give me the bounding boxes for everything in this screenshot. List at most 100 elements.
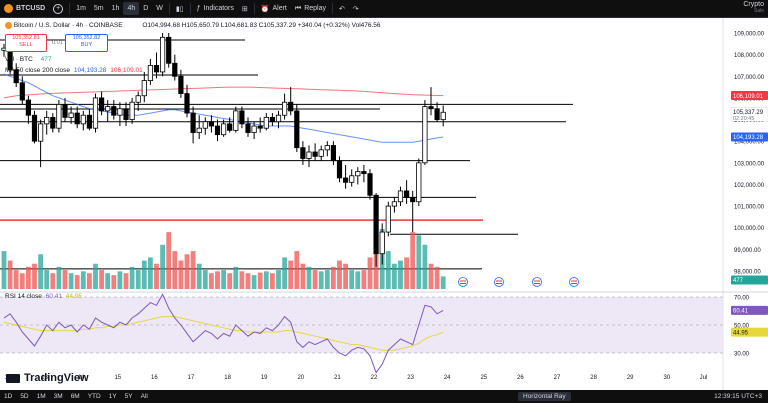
us-flag-icon bbox=[569, 277, 579, 287]
ma-legend: MA 50 close 200 close 104,193.28 106,109… bbox=[5, 67, 143, 74]
active-tool-label[interactable]: Horizontal Ray bbox=[518, 392, 571, 401]
last-price-tag: 105,337.29 bbox=[733, 110, 764, 116]
sell-label: SELL bbox=[19, 42, 33, 48]
indicators-icon: ƒ bbox=[196, 5, 201, 12]
bottom-toolbar: 1D 5D 1M 3M 6M YTD 1Y 5Y All Horizontal … bbox=[0, 390, 768, 403]
ma50-legend-value: 104,193.28 bbox=[73, 67, 107, 74]
candle-body bbox=[245, 123, 251, 133]
clock-timezone[interactable]: 12:39:15 UTC+3 bbox=[714, 393, 762, 400]
range-1m[interactable]: 1M bbox=[36, 393, 46, 400]
rsi-ma-legend-value: 44.95 bbox=[65, 293, 83, 300]
candle-body bbox=[50, 116, 56, 129]
candle-body bbox=[214, 125, 221, 136]
rsi-legend-value: 60.41 bbox=[45, 293, 62, 300]
candle-body bbox=[19, 82, 25, 101]
volume-bar bbox=[312, 270, 318, 289]
range-5d[interactable]: 5D bbox=[20, 393, 29, 400]
replay-icon: ⏮ bbox=[294, 4, 302, 12]
templates-button[interactable]: ⊞ bbox=[238, 0, 252, 17]
chart-type-button[interactable]: ▮▯ bbox=[172, 0, 188, 17]
candle-body bbox=[86, 114, 92, 129]
rsi-ma-tag: 44.95 bbox=[733, 330, 749, 336]
grid-icon: ⊞ bbox=[241, 5, 248, 13]
btc-legend-icon bbox=[5, 22, 12, 29]
redo-button[interactable]: ↷ bbox=[349, 0, 363, 17]
volume-bar bbox=[209, 273, 214, 289]
volume-legend-label: Vol · BTC bbox=[5, 56, 33, 63]
candle-body bbox=[397, 190, 404, 203]
candle-body bbox=[263, 116, 269, 129]
price-tick-label: 107,000.00 bbox=[734, 75, 765, 81]
symbol-search[interactable]: BTCUSD bbox=[0, 0, 49, 17]
chart-canvas[interactable]: 109,000.00108,000.00107,000.00106,000.00… bbox=[0, 18, 768, 390]
timeframe-5m[interactable]: 5m bbox=[93, 5, 104, 12]
volume-bar bbox=[105, 273, 111, 289]
range-ytd[interactable]: YTD bbox=[87, 393, 101, 400]
volume-bar bbox=[56, 266, 62, 289]
candle-body bbox=[422, 106, 428, 164]
replay-button[interactable]: ⏮ Replay bbox=[291, 0, 330, 17]
range-1d[interactable]: 1D bbox=[4, 393, 13, 400]
ma-legend-label: MA 50 close 200 close bbox=[5, 67, 71, 74]
rsi-value-tag-bg bbox=[731, 305, 768, 315]
timeframe-4h[interactable]: 4h bbox=[123, 2, 140, 15]
compare-button[interactable]: + bbox=[49, 0, 67, 17]
top-toolbar: BTCUSD + 1m 5m 1h 4h D W ▮▯ ƒ Indicators… bbox=[0, 0, 768, 18]
undo-button[interactable]: ↶ bbox=[335, 0, 349, 17]
range-all[interactable]: All bbox=[140, 393, 148, 400]
volume-tag-bg bbox=[731, 275, 768, 285]
tradingview-watermark: TradingView bbox=[6, 372, 89, 384]
time-tick-label: 24 bbox=[444, 375, 451, 381]
ma200-price-tag: 106,109.01 bbox=[733, 94, 764, 100]
volume-bar bbox=[93, 263, 98, 289]
volume-bar bbox=[74, 275, 80, 289]
time-tick-label: 29 bbox=[627, 375, 634, 381]
watermark-text: TradingView bbox=[24, 372, 89, 384]
rsi-ma-tag-bg bbox=[731, 327, 768, 337]
candle-body bbox=[324, 145, 330, 151]
volume-bar bbox=[428, 263, 434, 289]
volume-bar bbox=[434, 266, 440, 289]
candle-body bbox=[153, 65, 160, 73]
candle-body bbox=[56, 104, 62, 129]
candle-body bbox=[166, 36, 172, 64]
chart-title: Bitcoin / U.S. Dollar · 4h · COINBASE bbox=[13, 22, 123, 30]
timeframe-1m[interactable]: 1m bbox=[76, 5, 86, 12]
ma200-legend-value: 106,109.01 bbox=[110, 67, 143, 74]
candles-icon: ▮▯ bbox=[175, 5, 184, 13]
volume-legend: Vol · BTC 477 bbox=[5, 56, 51, 63]
range-6m[interactable]: 6M bbox=[70, 393, 80, 400]
brand-line2: Sale bbox=[753, 8, 764, 14]
timeframe-1h[interactable]: 1h bbox=[111, 5, 120, 12]
indicators-button[interactable]: ƒ Indicators bbox=[193, 0, 238, 17]
volume-bar bbox=[44, 270, 50, 289]
volume-bar bbox=[355, 271, 361, 289]
range-3m[interactable]: 3M bbox=[53, 393, 63, 400]
chart-area[interactable]: 109,000.00108,000.00107,000.00106,000.00… bbox=[0, 18, 768, 390]
volume-bar bbox=[190, 251, 196, 289]
rsi-tick-label: 50.00 bbox=[734, 324, 750, 330]
ma200-price-tag-bg bbox=[731, 91, 768, 101]
candle-body bbox=[336, 160, 343, 179]
candle-body bbox=[257, 125, 263, 129]
candle-body bbox=[123, 108, 129, 120]
volume-bar bbox=[196, 263, 202, 289]
candle-body bbox=[62, 104, 68, 118]
alert-button[interactable]: ⏰ Alert bbox=[257, 0, 291, 17]
range-5y[interactable]: 5Y bbox=[124, 393, 133, 400]
timeframe-d[interactable]: D bbox=[143, 5, 149, 12]
volume-bar bbox=[148, 257, 153, 289]
range-1y[interactable]: 1Y bbox=[108, 393, 117, 400]
buy-button[interactable]: 105,352.82 BUY bbox=[65, 34, 108, 52]
time-tick-label: 21 bbox=[334, 375, 341, 381]
time-tick-label: 23 bbox=[407, 375, 414, 381]
candle-body bbox=[379, 231, 385, 255]
ma50-price-tag-bg bbox=[731, 132, 768, 142]
timeframe-w[interactable]: W bbox=[156, 5, 163, 12]
ma50-price-tag: 104,193.28 bbox=[733, 135, 764, 141]
volume-bar bbox=[282, 257, 287, 289]
rsi-legend: RSI 14 close 60.41 44.95 bbox=[5, 293, 82, 300]
candle-body bbox=[38, 123, 44, 142]
sell-button[interactable]: 105,352.81 SELL bbox=[5, 34, 47, 52]
last-price-tag-bg bbox=[730, 107, 768, 122]
